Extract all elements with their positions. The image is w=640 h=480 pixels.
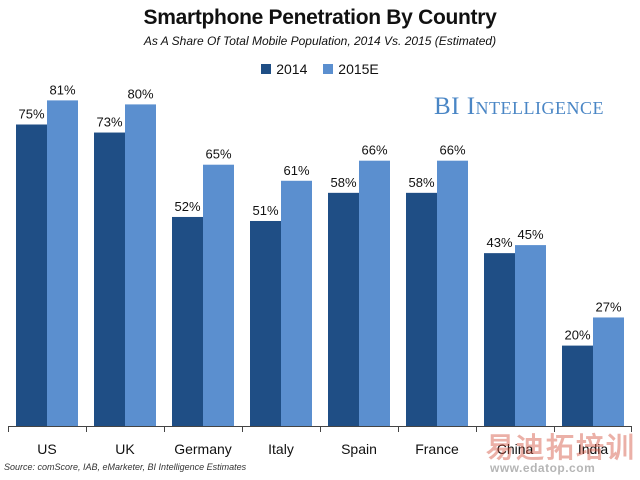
brand-logo: BI Intelligence [433,93,604,120]
data-label-2015e-uk: 80% [127,86,153,101]
category-label-germany: Germany [174,441,232,457]
data-label-2014-spain: 58% [330,175,356,190]
data-label-2015e-italy: 61% [283,163,309,178]
watermark-url: www.edatop.com [490,461,596,475]
legend-swatch-2014 [261,64,272,74]
category-label-china: China [497,441,534,457]
data-label-2014-uk: 73% [96,115,122,130]
data-label-2014-france: 58% [408,175,434,190]
data-label-2015e-france: 66% [439,143,465,158]
bar-2015e-india [593,317,624,426]
category-label-india: India [578,441,609,457]
bar-2015e-germany [203,164,234,426]
legend-item-2015e: 2015E [323,61,379,77]
legend-label-2015e: 2015E [338,61,379,77]
bar-2014-uk [94,132,125,427]
category-label-uk: UK [115,441,135,457]
data-label-2014-germany: 52% [174,199,200,214]
legend-swatch-2015e [323,64,334,74]
bar-2015e-china [515,245,546,426]
data-label-2014-italy: 51% [252,203,278,218]
data-label-2015e-germany: 65% [205,147,231,162]
data-label-2014-china: 43% [486,235,512,250]
category-label-france: France [415,441,459,457]
bar-2015e-us [47,100,78,426]
legend: 2014 2015E [0,61,640,77]
bar-2014-india [562,345,593,426]
bar-2015e-france [437,160,468,426]
data-label-2015e-spain: 66% [361,143,387,158]
data-label-2015e-us: 81% [49,82,75,97]
data-label-2014-india: 20% [564,328,590,343]
bar-2014-germany [172,216,203,426]
legend-label-2014: 2014 [276,61,308,77]
category-label-us: US [37,441,56,457]
bar-2014-china [484,253,515,426]
source-note: Source: comScore, IAB, eMarketer, BI Int… [4,462,247,472]
data-label-2015e-india: 27% [595,299,621,314]
chart-title: Smartphone Penetration By Country [143,6,497,29]
legend-item-2014: 2014 [261,61,307,77]
bar-2015e-spain [359,160,390,426]
bar-2014-italy [250,220,281,426]
category-label-italy: Italy [268,441,294,457]
data-label-2014-us: 75% [18,107,44,122]
bar-2014-us [16,124,47,426]
watermark-text: 易迪拓培训 [486,432,637,463]
bar-2015e-uk [125,104,156,427]
category-label-spain: Spain [341,441,377,457]
bar-2015e-italy [281,180,312,426]
chart-subtitle: As A Share Of Total Mobile Population, 2… [143,34,497,48]
bar-2014-spain [328,192,359,426]
data-label-2015e-china: 45% [517,227,543,242]
bar-2014-france [406,192,437,426]
